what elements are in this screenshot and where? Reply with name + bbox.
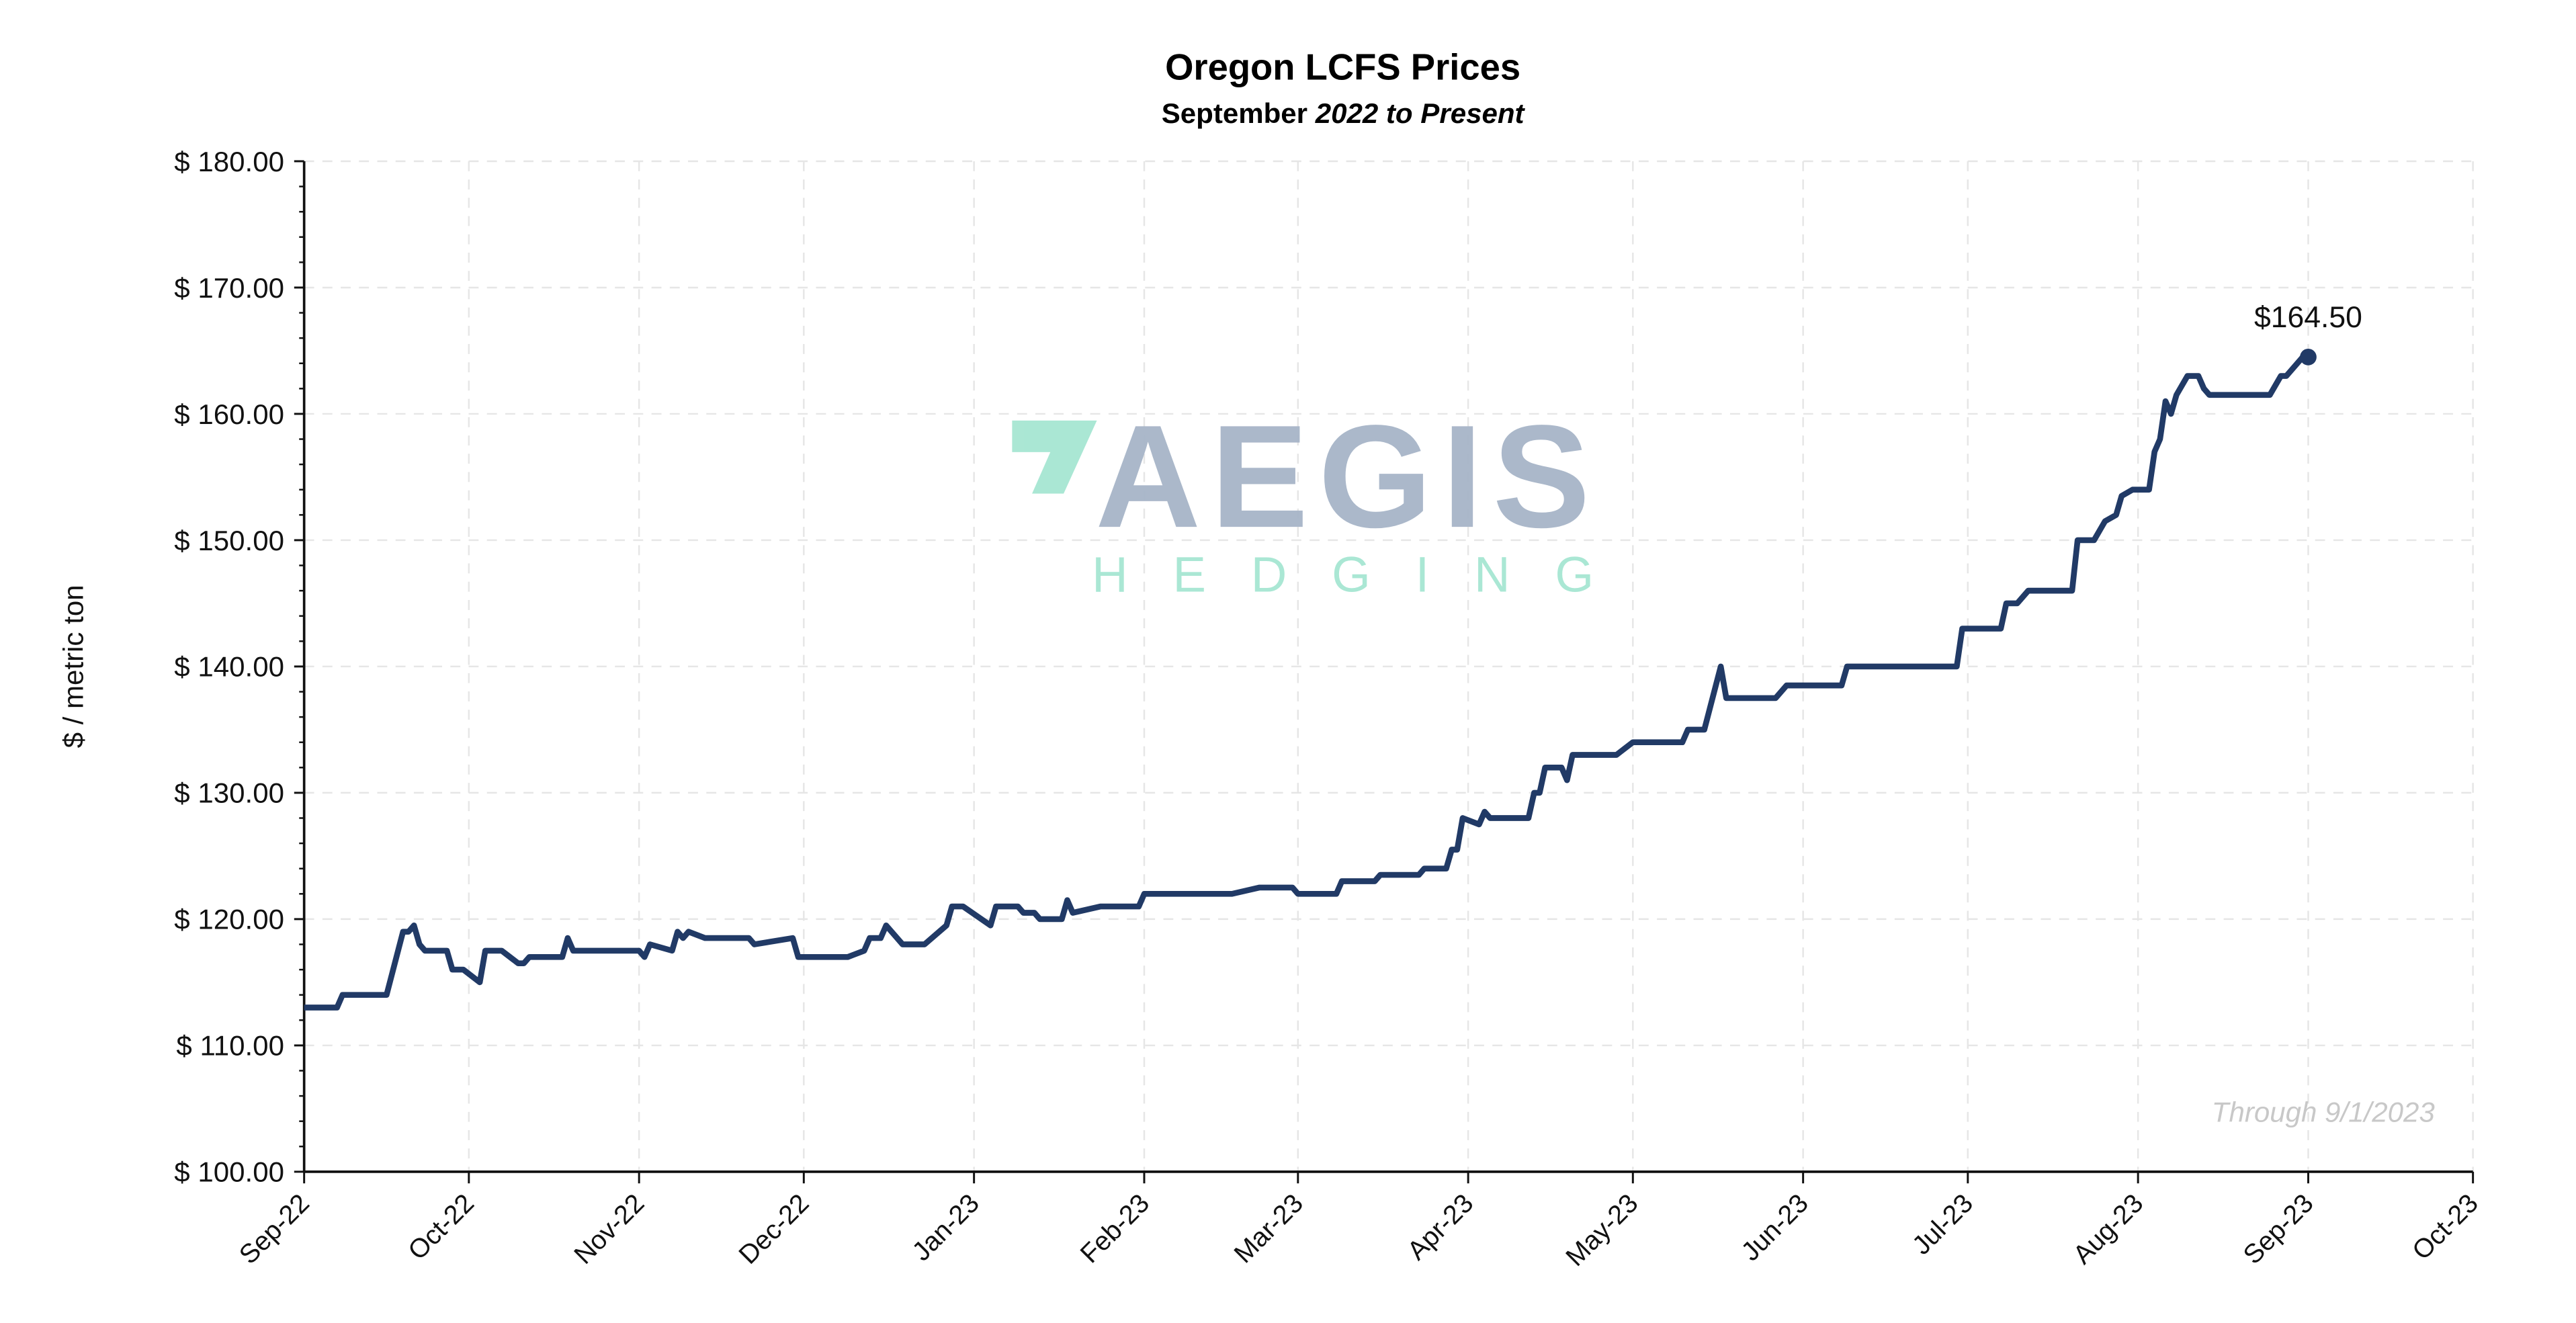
y-tick-label: $ 110.00 (176, 1030, 284, 1062)
last-point-marker (2300, 348, 2317, 366)
x-tick-label: Aug-23 (2067, 1189, 2149, 1270)
x-tick-label: May-23 (1560, 1189, 1643, 1272)
chart-title: Oregon LCFS Prices (1165, 47, 1520, 88)
logo-accent-shape (1012, 420, 1097, 494)
chart-subtitle: September 2022 to Present (1162, 97, 1526, 129)
watermark-logo: AEGIS HEDGING (1012, 395, 1639, 603)
last-value-label: $164.50 (2254, 301, 2362, 334)
x-tick-label: Sep-22 (234, 1189, 315, 1270)
y-tick-label: $ 170.00 (174, 272, 284, 304)
logo-word: AEGIS (1095, 395, 1600, 558)
x-tick-label: Oct-23 (2407, 1189, 2484, 1266)
y-tick-label: $ 180.00 (174, 146, 284, 177)
x-tick-label: Nov-22 (568, 1189, 650, 1270)
y-axis-label: $ / metric ton (58, 585, 89, 748)
subtitle-regular: September (1162, 97, 1316, 129)
x-tick-label: Apr-23 (1402, 1189, 1479, 1266)
x-tick-label: Sep-23 (2237, 1189, 2319, 1270)
x-tick-label: Jun-23 (1735, 1189, 1814, 1267)
x-tick-label: Mar-23 (1228, 1189, 1309, 1269)
x-tick-label: Oct-22 (402, 1189, 480, 1266)
x-tick-label: Jan-23 (906, 1189, 985, 1267)
through-date-annotation: Through 9/1/2023 (2212, 1097, 2436, 1128)
y-tick-label: $ 160.00 (174, 398, 284, 430)
y-tick-label: $ 130.00 (174, 777, 284, 809)
y-tick-label: $ 100.00 (174, 1156, 284, 1188)
series-line (304, 354, 2309, 1011)
grid (304, 160, 2474, 1172)
x-tick-label: Dec-22 (733, 1189, 814, 1270)
logo-sub: HEDGING (1092, 547, 1639, 603)
y-tick-label: $ 150.00 (174, 525, 284, 556)
subtitle-italic: 2022 to Present (1315, 97, 1526, 129)
y-tick-label: $ 140.00 (174, 651, 284, 683)
y-tick-label: $ 120.00 (174, 904, 284, 935)
x-tick-label: Feb-23 (1074, 1189, 1155, 1269)
x-tick-label: Jul-23 (1907, 1189, 1979, 1261)
